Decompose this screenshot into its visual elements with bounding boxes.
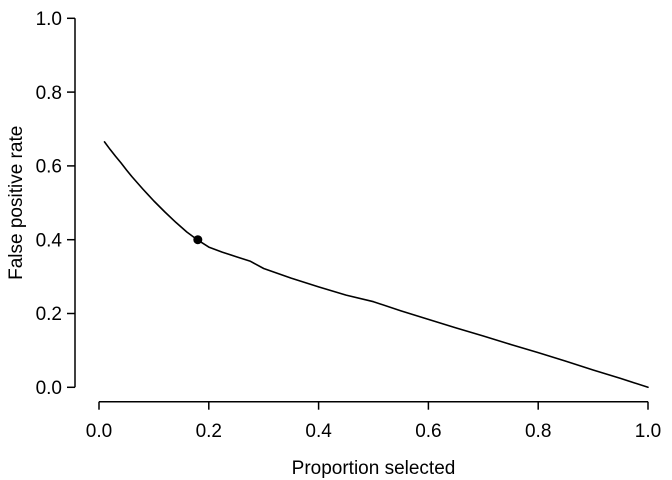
x-tick-label: 0.4 <box>305 421 332 442</box>
y-tick-label: 0.2 <box>36 304 62 325</box>
x-axis-title: Proportion selected <box>292 458 456 479</box>
y-axis-title: False positive rate <box>6 126 27 280</box>
x-tick-label: 0.6 <box>415 421 441 442</box>
x-tick-label: 0.0 <box>86 421 112 442</box>
false-positive-rate-curve <box>103 141 649 389</box>
y-axis: 0.0 0.2 0.4 0.6 0.8 1.0 <box>36 9 76 399</box>
y-tick-label: 0.4 <box>36 230 63 251</box>
x-tick-label: 0.8 <box>525 421 551 442</box>
x-tick-label: 0.2 <box>196 421 222 442</box>
plot-series <box>103 141 649 389</box>
y-tick-label: 1.0 <box>36 9 62 30</box>
highlighted-point <box>193 235 203 245</box>
y-tick-label: 0.0 <box>36 378 62 399</box>
y-tick-label: 0.8 <box>36 83 62 104</box>
y-tick-label: 0.6 <box>36 157 62 178</box>
x-tick-label: 1.0 <box>635 421 661 442</box>
x-axis: 0.0 0.2 0.4 0.6 0.8 1.0 <box>86 400 661 442</box>
